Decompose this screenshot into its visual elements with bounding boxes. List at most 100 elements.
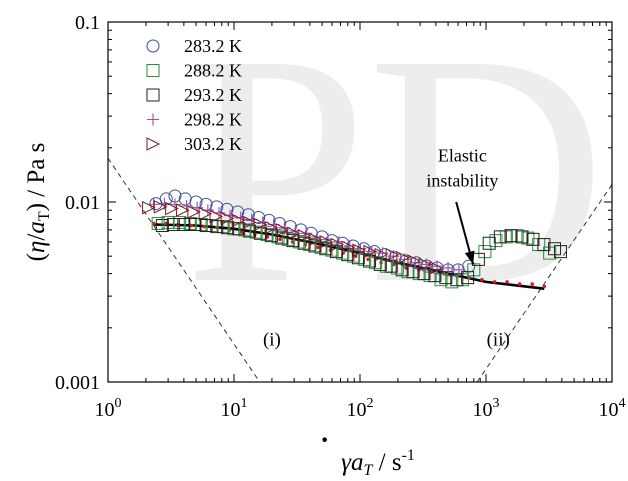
- series-3-point: [210, 220, 224, 234]
- x-tick-label: 100: [95, 396, 122, 421]
- series-3-point: [526, 232, 540, 246]
- series-5-point: [220, 211, 235, 226]
- series-2-point: [478, 245, 492, 259]
- annotation-line-2: instability: [426, 170, 498, 190]
- series-5-point: [396, 250, 411, 265]
- series-1-point: [399, 254, 413, 268]
- series-5-point: [231, 213, 246, 228]
- series-5-point: [198, 206, 213, 221]
- series-3-point: [319, 242, 333, 256]
- series-5-point: [341, 240, 356, 255]
- series-5-point: [153, 200, 168, 214]
- series-5-point: [363, 244, 378, 259]
- series-5-point: [253, 217, 268, 232]
- series-3-point: [504, 229, 518, 243]
- series-3-point: [177, 217, 191, 231]
- series-5-point: [275, 223, 290, 237]
- series-2-point: [249, 225, 263, 239]
- series-5-point: [352, 243, 367, 257]
- x-tick-label: 101: [221, 396, 248, 421]
- series-3-point: [297, 236, 311, 250]
- annotation-arrow-head: [464, 250, 475, 265]
- red-dot-point: [151, 221, 156, 226]
- series-3-point: [166, 217, 180, 231]
- series-5-point: [407, 254, 422, 268]
- series-5-point: [385, 247, 400, 262]
- series-3-point: [515, 230, 529, 244]
- red-dot-point: [379, 260, 383, 265]
- series-5-point: [175, 203, 190, 218]
- red-dot-point: [202, 224, 206, 229]
- series-5-point: [264, 220, 279, 235]
- series-4-point: [442, 261, 455, 274]
- red-dot-point: [316, 245, 320, 250]
- series-5-point: [242, 215, 257, 230]
- legend-marker-3: [146, 88, 160, 102]
- red-dot-point: [240, 230, 244, 234]
- series-4-point: [180, 200, 193, 213]
- series-5-point: [330, 237, 345, 252]
- series-3-point: [428, 269, 442, 283]
- series-2-point: [271, 230, 285, 244]
- series-3-point: [286, 234, 300, 248]
- series-3-point: [450, 273, 464, 287]
- series-1-point: [159, 192, 173, 206]
- series-5-point: [165, 201, 179, 216]
- series-3-point: [188, 217, 202, 231]
- series-5-point: [209, 209, 224, 224]
- x-axis-title: γaT / s-1: [341, 447, 415, 479]
- red-dot-point: [530, 282, 535, 286]
- legend-label-3: 293.2 K: [184, 85, 242, 105]
- reference-line-1: [108, 157, 261, 382]
- series-3-point: [275, 231, 289, 245]
- watermark: PD: [184, 0, 606, 352]
- series-5-point: [297, 228, 312, 243]
- series-5-point: [142, 200, 156, 215]
- series-3-point: [406, 265, 420, 279]
- series-3-point: [155, 219, 169, 233]
- series-3-point: [461, 271, 475, 285]
- series-5-point: [319, 235, 334, 249]
- reference-line-2: [476, 184, 612, 382]
- annotation-line-1: Elastic: [438, 145, 487, 165]
- series-3-point: [395, 263, 409, 277]
- series-4-point: [191, 201, 204, 214]
- reference-line-label-1: (i): [263, 329, 281, 350]
- legend-marker-2: [146, 64, 160, 77]
- legend-marker-4: [147, 113, 159, 126]
- series-1-point: [462, 259, 476, 273]
- red-dot-point: [542, 284, 547, 289]
- y-tick-label: 0.01: [65, 192, 100, 214]
- legend-marker-1: [146, 39, 160, 53]
- x-tick-label: 104: [599, 396, 626, 421]
- red-dot-point: [278, 237, 282, 242]
- legend-label-4: 298.2 K: [184, 110, 242, 130]
- x-tick-label: 102: [347, 396, 374, 421]
- legend-label-5: 303.2 K: [184, 134, 242, 154]
- series-2-point: [489, 234, 503, 248]
- red-dot-point: [366, 257, 370, 262]
- series-5-point: [286, 226, 301, 241]
- series-5-point: [187, 205, 201, 219]
- series-3-point: [439, 271, 453, 285]
- y-tick-label: 0.001: [55, 372, 100, 394]
- series-3-point: [553, 245, 567, 259]
- legend-label-1: 283.2 K: [184, 36, 242, 56]
- series-3-point: [341, 248, 355, 262]
- y-tick-label: 0.1: [75, 12, 100, 34]
- x-axis-title-dot: ·: [320, 425, 329, 456]
- legend-marker-5: [146, 137, 161, 151]
- legend: 283.2 K 288.2 K 293.2 K 298.2 K 303.2 K: [146, 36, 242, 154]
- series-3-point: [384, 259, 398, 273]
- series-5-point: [429, 261, 443, 275]
- series-1-point: [252, 211, 266, 225]
- series-3-point: [537, 238, 551, 252]
- red-dot-point: [492, 280, 497, 284]
- series-5-point: [374, 247, 389, 262]
- series-1-point: [241, 208, 255, 222]
- red-dot-point: [517, 282, 522, 286]
- legend-label-2: 288.2 K: [184, 61, 242, 81]
- red-dot-point: [189, 223, 194, 228]
- red-dot-point: [480, 277, 484, 282]
